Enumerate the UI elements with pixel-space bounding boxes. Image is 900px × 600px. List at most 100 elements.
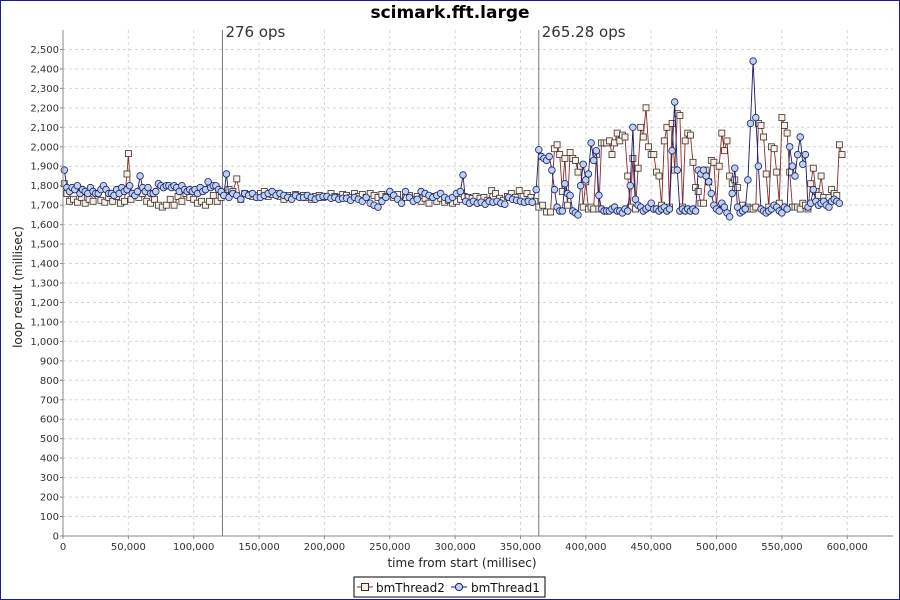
x-tick-label: 450,000 [631, 542, 672, 553]
data-point-bmThread2 [783, 129, 791, 137]
data-point-bmThread2 [715, 162, 723, 170]
data-point-bmThread2 [645, 143, 652, 151]
data-point-bmThread1 [558, 207, 566, 215]
data-point-bmThread1 [532, 185, 540, 194]
x-tick-label: 150,000 [238, 542, 279, 553]
y-tick-label: 800 [40, 376, 59, 387]
data-point-bmThread2 [639, 133, 647, 141]
x-tick-label: 600,000 [827, 542, 868, 553]
y-tick-label: 2,100 [30, 123, 59, 134]
data-point-bmThread1 [550, 185, 559, 194]
data-point-bmThread1 [673, 166, 681, 174]
data-point-bmThread2 [178, 197, 186, 205]
data-point-bmThread2 [762, 170, 770, 178]
data-point-bmThread1 [136, 172, 144, 180]
data-point-bmThread2 [190, 195, 198, 203]
data-point-bmThread2 [123, 170, 131, 178]
x-tick-label: 550,000 [761, 542, 802, 553]
data-point-bmThread1 [749, 57, 757, 65]
data-point-bmThread1 [501, 200, 509, 208]
y-tick-label: 1,000 [30, 337, 59, 348]
series-bmThread1 [60, 57, 844, 221]
data-point-bmThread2 [760, 133, 767, 141]
x-tick-label: 500,000 [696, 542, 737, 553]
data-point-bmThread2 [770, 145, 778, 153]
series-layer [60, 57, 846, 221]
data-point-bmThread2 [170, 201, 178, 209]
data-point-bmThread1 [741, 205, 749, 213]
data-point-bmThread1 [548, 166, 556, 174]
data-point-bmThread2 [564, 201, 571, 209]
tick-labels: 0 100 200 300 400 500 600 700 800 900 1,000 1,100 1,… [30, 45, 868, 553]
data-point-bmThread1 [626, 181, 634, 190]
x-axis-label: time from start (millisec) [387, 556, 536, 570]
data-point-bmThread1 [796, 133, 804, 141]
data-point-bmThread2 [515, 187, 523, 195]
data-point-bmThread2 [676, 112, 684, 119]
data-point-bmThread1 [579, 160, 587, 168]
data-point-bmThread1 [835, 199, 844, 207]
data-point-bmThread1 [691, 207, 700, 215]
data-point-bmThread1 [592, 146, 600, 155]
y-tick-label: 2,000 [30, 142, 59, 153]
y-tick-label: 2,500 [30, 45, 59, 56]
data-point-bmThread1 [456, 187, 465, 196]
data-point-bmThread2 [773, 168, 781, 176]
ops-marker-label: 265.28 ops [542, 23, 626, 41]
data-point-bmThread1 [783, 205, 791, 213]
data-point-bmThread2 [151, 195, 158, 203]
data-point-bmThread1 [668, 146, 676, 155]
legend-box [353, 576, 546, 598]
y-tick-label: 0 [53, 532, 59, 543]
data-point-bmThread1 [73, 181, 82, 190]
grid-lines [62, 30, 893, 537]
data-point-bmThread2 [809, 164, 817, 172]
data-point-bmThread1 [576, 181, 585, 190]
y-tick-label: 1,400 [30, 259, 59, 270]
y-tick-label: 1,900 [30, 162, 59, 173]
data-point-bmThread1 [152, 187, 160, 196]
legend-square-marker [361, 583, 369, 591]
data-point-bmThread2 [721, 147, 728, 155]
data-point-bmThread2 [700, 199, 707, 207]
data-point-bmThread1 [786, 143, 794, 151]
data-point-bmThread2 [125, 150, 132, 158]
data-point-bmThread1 [799, 160, 807, 168]
y-tick-label: 2,300 [30, 84, 59, 95]
data-point-bmThread2 [624, 172, 632, 180]
data-point-bmThread2 [608, 151, 616, 159]
data-point-bmThread2 [547, 208, 554, 216]
y-tick-label: 400 [40, 454, 59, 465]
y-tick-label: 1,500 [30, 240, 59, 251]
x-tick-label: 0 [60, 542, 66, 553]
data-point-bmThread1 [801, 150, 810, 159]
data-point-bmThread2 [668, 120, 676, 127]
data-point-bmThread2 [202, 201, 209, 209]
data-point-bmThread1 [584, 170, 593, 178]
data-point-bmThread2 [492, 190, 500, 197]
legend-item-bmThread1: bmThread1 [451, 581, 540, 595]
data-point-bmThread1 [590, 156, 598, 165]
data-point-bmThread1 [725, 213, 734, 221]
data-point-bmThread2 [786, 168, 794, 176]
data-point-bmThread2 [553, 141, 561, 149]
data-point-bmThread2 [629, 154, 637, 162]
axes [60, 30, 893, 539]
data-point-bmThread2 [556, 151, 564, 159]
data-point-bmThread1 [401, 187, 410, 196]
data-point-bmThread1 [809, 185, 817, 194]
y-tick-label: 200 [40, 493, 59, 504]
x-tick-label: 250,000 [369, 542, 410, 553]
y-tick-label: 1,700 [30, 201, 59, 212]
data-point-bmThread1 [60, 166, 69, 174]
data-point-bmThread1 [595, 191, 603, 200]
data-point-bmThread1 [125, 181, 134, 190]
data-point-bmThread2 [198, 197, 206, 205]
legend: bmThread2 bmThread1 [353, 576, 546, 598]
data-point-bmThread2 [778, 114, 786, 121]
data-point-bmThread1 [566, 191, 574, 200]
data-point-bmThread2 [757, 122, 765, 129]
data-point-bmThread2 [561, 154, 569, 162]
x-tick-label: 50,000 [111, 542, 146, 553]
